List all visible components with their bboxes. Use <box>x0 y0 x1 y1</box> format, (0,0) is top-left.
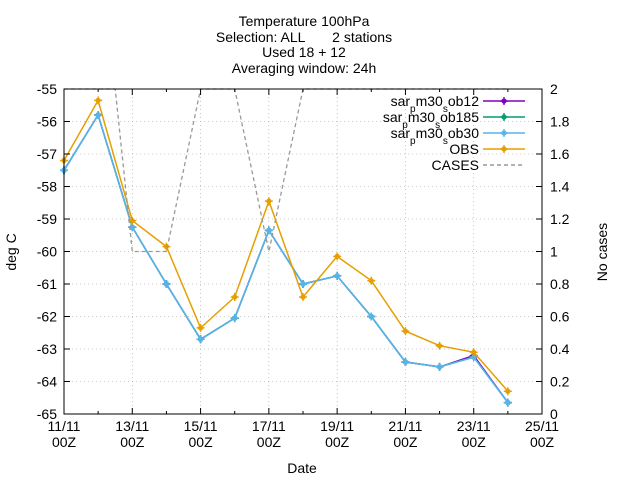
y2-tick-label: 0.2 <box>550 374 570 390</box>
y2-tick-label: 1.4 <box>550 179 570 195</box>
y-axis-label: deg C <box>3 233 19 270</box>
data-point-OBS <box>333 252 342 261</box>
legend-label: sarpm30sob12 <box>391 93 480 115</box>
x-tick-label: 15/11 <box>184 418 218 434</box>
data-point-sar_pm30_sob30 <box>333 271 342 280</box>
y-tick-label: -61 <box>37 276 57 292</box>
data-point-sar_pm30_sob30 <box>196 335 205 344</box>
y-tick-label: -65 <box>37 406 57 422</box>
x-tick-label: 25/11 <box>525 418 559 434</box>
data-point-sar_pm30_sob30 <box>94 111 103 119</box>
title-line-3: Used 18 + 12 <box>262 44 346 60</box>
data-point-OBS <box>435 341 444 350</box>
y2-tick-label: 0.4 <box>550 341 570 357</box>
data-point-OBS <box>264 197 273 206</box>
y2-tick-label: 1.8 <box>550 114 570 130</box>
data-point-OBS <box>196 323 205 332</box>
x-tick-label: 00Z <box>52 434 77 450</box>
x-tick-label: 23/11 <box>457 418 491 434</box>
y2-tick-label: 1.6 <box>550 146 570 162</box>
axis-layer: -55 -56 -57 -58 -59 -60 -61 -62 -63 -64 -65 2 1.8 1.6… <box>37 81 570 450</box>
chart-title: Temperature 100hPa Selection: ALL 2 stat… <box>216 13 392 76</box>
series-line-OBS <box>63 98 509 392</box>
y-tick-label: -60 <box>37 244 57 260</box>
legend-item-sar_pm30_sob30: sarpm30sob30 <box>391 125 525 147</box>
x-axis-label: Date <box>287 460 317 476</box>
y2-tick-label: 0.8 <box>550 276 570 292</box>
data-point-sar_pm30_sob30 <box>299 280 307 288</box>
x-tick-label: 17/11 <box>252 418 286 434</box>
title-line-4: Averaging window: 24h <box>232 60 377 76</box>
y2-tick-label: 0 <box>550 406 558 422</box>
y-tick-label: -59 <box>37 211 57 227</box>
y-tick-label: -55 <box>37 81 57 97</box>
legend-item-CASES: CASES <box>432 157 525 173</box>
x-tick-label: 00Z <box>393 434 418 450</box>
x-tick-label: 00Z <box>325 434 350 450</box>
legend-item-sar_pm30_sob185: sarpm30sob185 <box>383 109 525 131</box>
data-point-sar_pm30_sob30 <box>264 226 273 235</box>
x-tick-label: 19/11 <box>320 418 354 434</box>
data-point-sar_pm30_sob30 <box>230 314 239 323</box>
x-tick-label: 00Z <box>462 434 487 450</box>
y2-tick-label: 1 <box>550 244 558 260</box>
data-point-sar_pm30_sob30 <box>401 358 410 366</box>
legend: sarpm30sob12sarpm30sob185sarpm30sob30OBS… <box>383 93 525 173</box>
y-tick-label: -58 <box>37 179 57 195</box>
data-point-sar_pm30_sob30 <box>503 398 512 407</box>
data-point-OBS <box>401 327 410 336</box>
data-point-OBS <box>299 293 307 301</box>
data-point-sar_pm30_sob30 <box>367 312 376 321</box>
legend-label: OBS <box>449 141 479 157</box>
data-point-OBS <box>367 276 376 285</box>
y2-tick-label: 2 <box>550 81 558 97</box>
series-line-sar_pm30_sob30 <box>63 113 509 404</box>
y-tick-label: -62 <box>37 309 57 325</box>
data-point-sar_pm30_sob30 <box>435 362 444 371</box>
x-tick-label: 00Z <box>257 434 282 450</box>
data-point-sar_pm30_sob30 <box>162 280 171 288</box>
data-point-OBS <box>469 348 478 357</box>
y-tick-label: -63 <box>37 341 57 357</box>
x-tick-label: 00Z <box>189 434 214 450</box>
x-tick-label: 13/11 <box>115 418 149 434</box>
y2-axis-label: No cases <box>594 223 610 281</box>
legend-label: sarpm30sob185 <box>383 109 479 131</box>
y2-tick-label: 0.6 <box>550 309 570 325</box>
y-tick-label: -57 <box>37 146 57 162</box>
series-layer <box>60 88 512 407</box>
title-line-2: Selection: ALL 2 stations <box>216 29 392 45</box>
y2-tick-label: 1.2 <box>550 211 570 227</box>
x-tick-label: 11/11 <box>48 418 81 434</box>
title-line-1: Temperature 100hPa <box>239 13 370 29</box>
x-tick-label: 00Z <box>120 434 145 450</box>
legend-label: CASES <box>432 157 479 173</box>
legend-label: sarpm30sob30 <box>391 125 480 147</box>
x-tick-label: 00Z <box>530 434 555 450</box>
data-point-OBS <box>94 96 103 105</box>
y-tick-label: -64 <box>37 374 57 390</box>
x-tick-label: 21/11 <box>388 418 422 434</box>
legend-item-OBS: OBS <box>449 141 525 157</box>
data-point-OBS <box>503 387 512 396</box>
legend-item-sar_pm30_sob12: sarpm30sob12 <box>391 93 525 115</box>
y-tick-label: -56 <box>37 114 57 130</box>
data-point-OBS <box>230 293 239 301</box>
